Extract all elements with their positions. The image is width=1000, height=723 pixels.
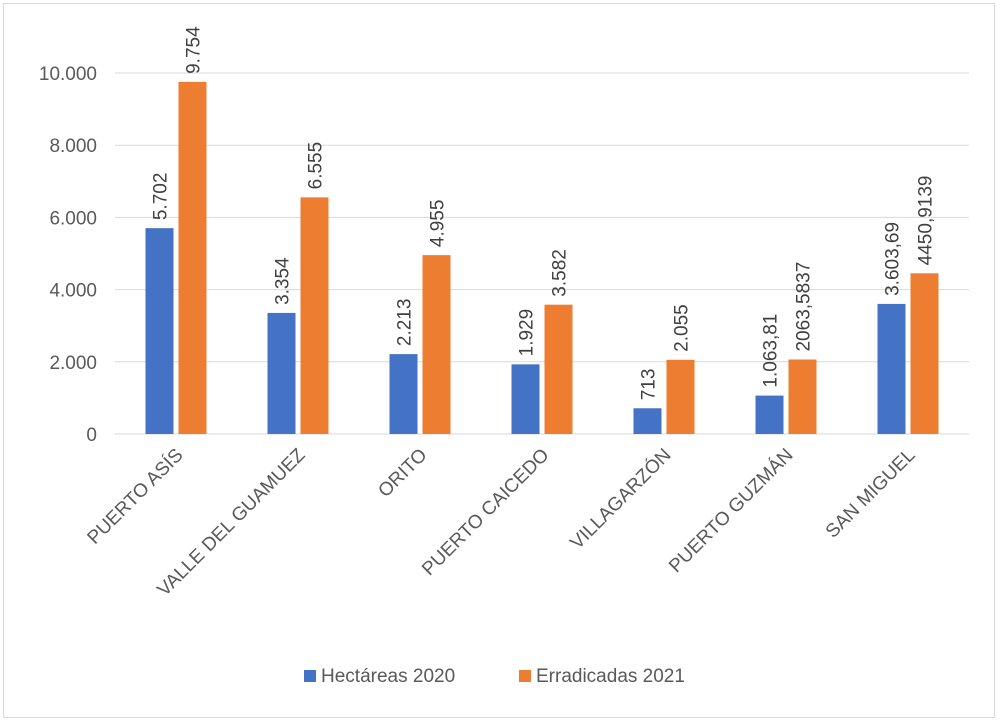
legend-label: Erradicadas 2021 [536, 666, 685, 687]
y-tick-label: 2.000 [49, 353, 97, 374]
legend-swatch [304, 670, 316, 682]
legend-label: Hectáreas 2020 [321, 666, 455, 687]
bar [145, 228, 174, 434]
bar [544, 304, 573, 434]
bar [755, 395, 784, 434]
category-label: PUERTO GUZMÁN [665, 445, 797, 577]
data-label: 5.702 [151, 173, 172, 221]
category-label: PUERTO CAICEDO [418, 445, 553, 580]
legend: Hectáreas 2020 Erradicadas 2021 [304, 666, 685, 687]
data-label: 4.955 [428, 200, 449, 248]
category-label: ORITO [374, 445, 431, 502]
bar [511, 364, 540, 434]
category-label: SAN MIGUEL [822, 445, 920, 543]
data-label: 3.603,69 [883, 222, 904, 296]
bar [178, 81, 207, 434]
data-label: 1.929 [517, 309, 538, 357]
y-tick-label: 6.000 [49, 208, 97, 229]
bar [666, 359, 695, 434]
bar [300, 197, 329, 434]
legend-swatch [519, 670, 531, 682]
data-labels: 5.702 9.754 3.354 6.555 2.213 4.955 1.929 3.582… [151, 26, 937, 400]
y-axis-tick-labels: 0 2.000 4.000 6.000 8.000 10.000 [39, 64, 97, 446]
data-label: 3.354 [273, 257, 294, 305]
bars [145, 81, 939, 434]
bar [788, 359, 817, 434]
gridlines [115, 72, 969, 435]
bar [422, 255, 451, 434]
category-label: VILLAGARZÓN [566, 444, 676, 554]
data-label: 713 [639, 369, 660, 401]
data-label: 9.754 [184, 26, 205, 74]
bar-chart: 0 2.000 4.000 6.000 8.000 10.000 5.702 9.754 3.… [39, 26, 969, 687]
data-label: 6.555 [306, 142, 327, 190]
bar [267, 312, 296, 434]
bar [910, 273, 939, 434]
y-tick-label: 0 [86, 425, 97, 446]
y-tick-label: 4.000 [49, 281, 97, 302]
y-tick-label: 10.000 [39, 64, 97, 85]
data-label: 2.213 [395, 299, 416, 347]
bar [877, 303, 906, 434]
data-label: 1.063,81 [761, 314, 782, 388]
chart-container: 0 2.000 4.000 6.000 8.000 10.000 5.702 9.754 3.… [3, 3, 995, 718]
data-label: 2063,5837 [794, 262, 815, 352]
data-label: 4450,9139 [916, 175, 937, 265]
bar [389, 354, 418, 434]
y-tick-label: 8.000 [49, 136, 97, 157]
category-label: PUERTO ASÍS [84, 445, 188, 549]
data-label: 3.582 [550, 249, 571, 297]
data-label: 2.055 [672, 304, 693, 352]
bar [633, 408, 662, 434]
